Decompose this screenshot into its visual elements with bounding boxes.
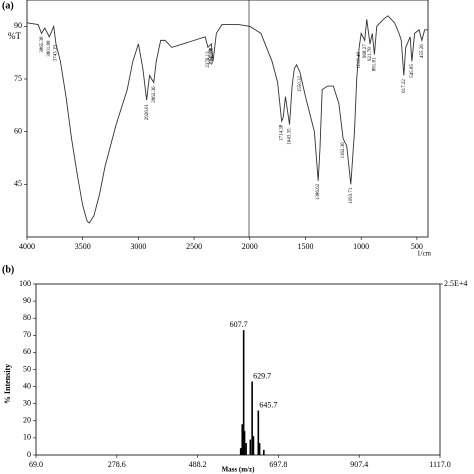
peak-label: 1643.35 — [288, 128, 293, 145]
peak-label: 1714.38 — [280, 124, 285, 141]
x-tick-label: 3500 — [75, 242, 91, 251]
x-tick-label: 2500 — [186, 242, 202, 251]
x-tick-label: 1117.0 — [429, 460, 450, 469]
x-axis-label: Mass (m/z) — [222, 466, 256, 474]
y-tick-label: 60 — [23, 347, 31, 356]
peak-label: 455.26 — [420, 44, 425, 58]
peak-label: 629.7 — [253, 371, 271, 380]
y-tick-label: 60 — [14, 126, 22, 135]
y-tick-label: 75 — [14, 74, 22, 83]
peak-label: 607.7 — [230, 320, 248, 329]
peak-label: 617.22 — [402, 79, 407, 93]
peak-label: 2376.13 — [206, 51, 211, 68]
y-axis-label: % Intensity — [3, 364, 12, 404]
peak-label: 881.81 — [372, 57, 377, 71]
peak-label: 1550.32 — [298, 75, 303, 92]
x-tick-label: 278.6 — [108, 460, 126, 469]
peak-label: 2926.01 — [145, 104, 150, 121]
ms-frame — [35, 283, 441, 456]
y-tick-label: 40 — [23, 381, 31, 390]
peak-label: 1386.62 — [316, 183, 321, 200]
peak-label: 3801.88 — [47, 40, 52, 57]
y-tick-label: 45 — [14, 179, 22, 188]
peak-label: 2345.08 — [209, 47, 214, 64]
x-tick-label: 2000 — [242, 242, 258, 251]
peak-label: 645.7 — [259, 400, 277, 409]
y-tick-label: 50 — [23, 364, 31, 373]
peak-label: 921.78 — [368, 47, 373, 61]
x-tick-label: 3000 — [130, 242, 146, 251]
x-tick-label: 69.0 — [29, 460, 43, 469]
y-tick-label: 30 — [23, 399, 31, 408]
peak-label: 1018.48 — [357, 52, 362, 69]
y-tick-label: 70 — [23, 330, 31, 339]
x-tick-label: 697.8 — [269, 460, 287, 469]
peak-label: 3743.19 — [54, 45, 59, 62]
panel-label: (b) — [2, 264, 14, 275]
y2-tick-label: 2.5E+4 — [444, 279, 467, 288]
x-tick-label: 907.4 — [350, 460, 368, 469]
y-tick-label: 90 — [23, 296, 31, 305]
x-tick-label: 488.2 — [189, 460, 207, 469]
peak-label: 968.27 — [363, 44, 368, 58]
peak-label: 1093.71 — [349, 187, 354, 204]
y-tick-label: 80 — [23, 313, 31, 322]
peak-label: 3865.38 — [40, 36, 45, 53]
panel-label: (a) — [2, 0, 14, 11]
x-tick-label: 4000 — [19, 242, 35, 251]
x-tick-label: 1500 — [297, 242, 313, 251]
x-tick-label: 500 — [411, 242, 423, 251]
y-tick-label: 90 — [14, 21, 22, 30]
peak-label: 2862.36 — [152, 86, 157, 103]
spectrum-line — [26, 15, 428, 224]
x-axis-label: 1/cm — [417, 250, 432, 258]
peak-label: 2351.09 — [209, 48, 214, 65]
x-tick-label: 1000 — [353, 242, 369, 251]
ir-frame — [26, 0, 429, 238]
peak-label: 545.85 — [410, 64, 415, 78]
y-axis-label: %T — [8, 31, 21, 41]
peak-label: 1162.36 — [341, 142, 346, 159]
y-tick-label: 10 — [23, 433, 31, 442]
y-tick-label: 100 — [19, 279, 31, 288]
y-tick-label: 20 — [23, 416, 31, 425]
y-tick-label: 0 — [27, 450, 31, 459]
